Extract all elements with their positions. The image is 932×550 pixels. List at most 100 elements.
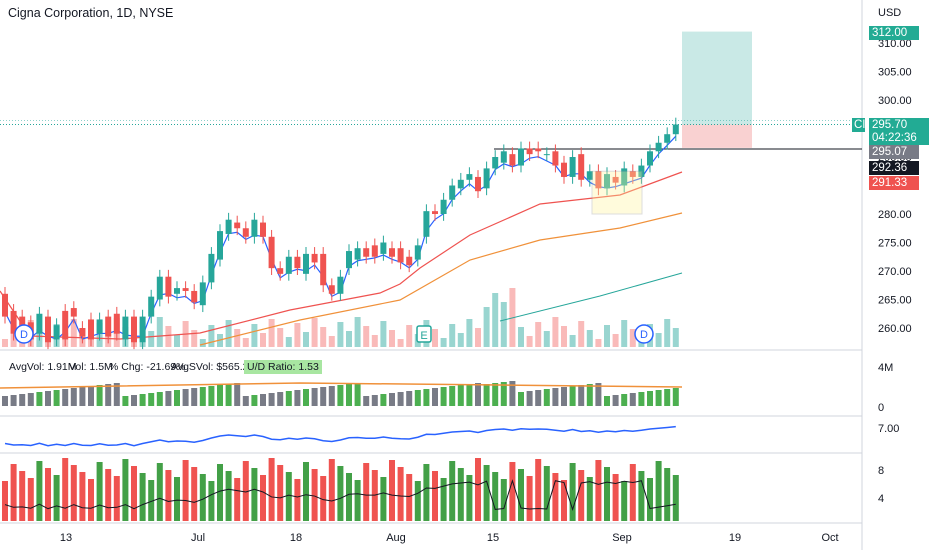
chart-title: Cigna Corporation, 1D, NYSE	[8, 6, 174, 20]
oscillator-bar	[518, 469, 524, 521]
volume-bar	[131, 395, 137, 406]
oscillator-bar	[526, 476, 533, 521]
volume-bar	[346, 384, 352, 406]
volume-bar	[629, 393, 636, 406]
volume-overlay-bar	[268, 319, 275, 347]
candle-body	[139, 316, 146, 343]
oscillator-bar	[217, 464, 223, 521]
oscillator-bar	[500, 479, 507, 521]
candle-body	[36, 313, 43, 334]
candle-body	[208, 253, 215, 283]
stat-ud-ratio: U/D Ratio: 1.53	[244, 360, 322, 374]
volume-overlay-bar	[346, 331, 352, 347]
oscillator-bar	[492, 472, 499, 521]
oscillator-bar	[225, 471, 232, 521]
volume-bar	[414, 390, 421, 406]
volume-overlay-bar	[389, 330, 395, 347]
candle-body	[354, 248, 361, 260]
volume-bar	[432, 388, 438, 406]
volume-overlay-bar	[294, 323, 301, 347]
volume-overlay-bar	[148, 331, 155, 347]
volume-bar	[174, 390, 180, 406]
volume-bar	[105, 384, 112, 406]
volume-overlay-bar	[242, 338, 249, 347]
oscillator-bar	[139, 473, 146, 521]
oscillator-bar	[509, 462, 516, 521]
oscillator-bar	[475, 458, 481, 521]
candle-body	[234, 222, 241, 229]
oscillator-bar	[612, 474, 619, 521]
oscillator-bar	[457, 468, 464, 521]
volume-bar	[328, 386, 335, 406]
candle-body	[182, 288, 189, 291]
volume-bar	[457, 385, 464, 406]
volume-overlay-bar	[328, 336, 335, 347]
volume-bar	[242, 396, 249, 406]
oscillator-line	[4, 479, 676, 512]
oscillator-bar	[45, 468, 51, 521]
volume-overlay-bar	[380, 321, 387, 347]
volume-bar	[423, 389, 430, 406]
avg-volume-line	[0, 382, 683, 389]
volume-bar	[500, 382, 507, 406]
candle-body	[389, 248, 395, 257]
volume-bar	[578, 385, 585, 406]
oscillator-bar	[2, 481, 8, 521]
stat-avg-vol: AvgVol: 1.91M	[9, 361, 77, 373]
volume-overlay-bar	[303, 332, 309, 347]
volume-bar	[122, 396, 129, 406]
volume-overlay-bar	[629, 329, 636, 347]
volume-bar	[268, 393, 275, 406]
volume-overlay-bar	[526, 336, 533, 347]
volume-bar	[569, 386, 576, 406]
oscillator-bar	[354, 480, 361, 521]
volume-bar	[337, 385, 344, 406]
oscillator-bar	[10, 464, 17, 521]
candle-body	[303, 253, 309, 274]
oscillator-bar	[96, 462, 103, 521]
volume-overlay-bar	[457, 333, 464, 347]
oscillator-bar	[535, 459, 542, 521]
oscillator-bar	[70, 465, 77, 521]
candle-body	[612, 176, 619, 183]
candle-body	[638, 165, 645, 177]
volume-bar	[285, 391, 292, 406]
volume-bar	[612, 395, 619, 406]
oscillator-bar	[251, 468, 258, 521]
rsi-tick-label: 7.00	[878, 423, 899, 435]
oscillator-bar	[543, 466, 550, 521]
price-tick-label: 310.00	[878, 38, 912, 50]
oscillator-bar	[285, 472, 292, 521]
volume-bar	[165, 391, 172, 406]
volume-overlay-bar	[440, 338, 447, 347]
volume-overlay-bar	[165, 326, 172, 347]
candle-body	[475, 176, 481, 192]
oscillator-bar	[199, 474, 206, 521]
oscillator-bar	[191, 467, 198, 521]
oscillator-bar	[311, 469, 318, 521]
volume-overlay-bar	[621, 320, 628, 347]
volume-bar	[303, 389, 309, 406]
volume-bar	[647, 391, 653, 406]
oscillator-bar	[466, 475, 473, 521]
price-tick-label: 300.00	[878, 95, 912, 107]
candle-body	[655, 142, 662, 152]
oscillator-bar	[148, 480, 155, 521]
oscillator-bar	[122, 459, 129, 521]
volume-bar	[535, 390, 542, 406]
ma-red	[0, 171, 683, 340]
oscillator-bar	[647, 478, 653, 521]
volume-bar	[53, 390, 60, 406]
oscillator-bar	[664, 468, 671, 521]
candle-body	[320, 253, 327, 286]
volume-bar	[10, 395, 17, 406]
volume-bar	[182, 389, 189, 406]
volume-bar	[371, 395, 378, 406]
candle-body	[561, 162, 567, 177]
candle-body	[664, 134, 671, 143]
oscillator-bar	[260, 475, 266, 521]
volume-overlay-bar	[535, 322, 542, 347]
volume-overlay-bar	[397, 339, 404, 347]
candle-body	[113, 313, 120, 334]
